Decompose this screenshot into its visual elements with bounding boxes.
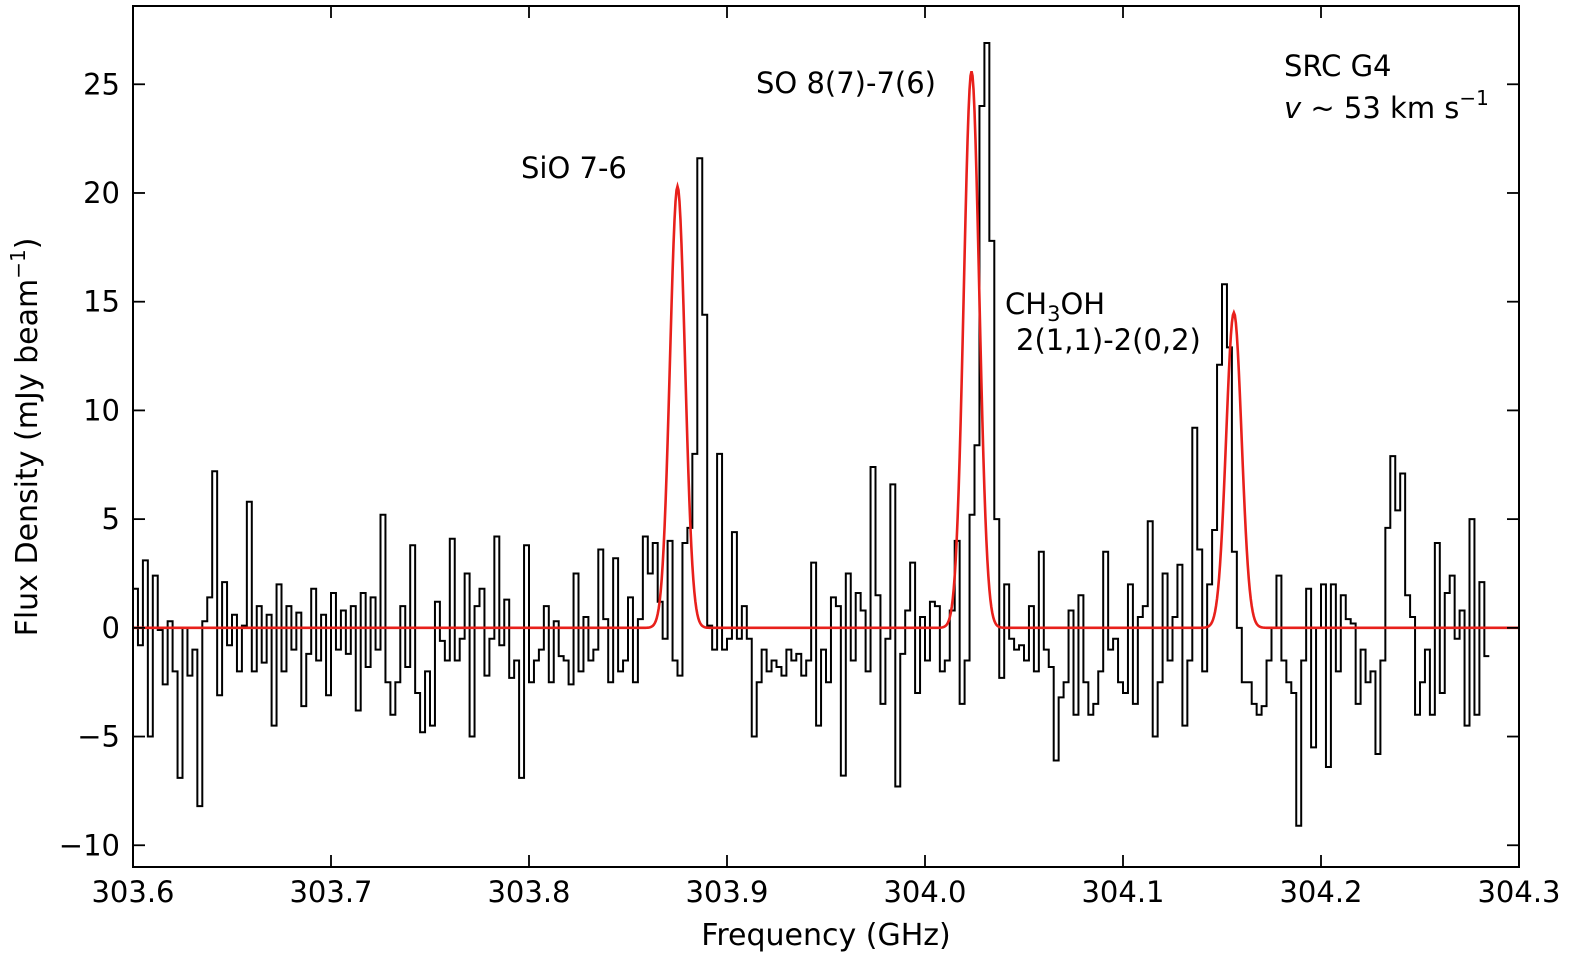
x-tick-label: 304.2	[1279, 875, 1362, 909]
ch3oh-subscript: 3	[1047, 302, 1060, 326]
y-tick-label: 10	[83, 393, 120, 427]
x-tick-label: 303.6	[91, 875, 174, 909]
plot-area	[133, 41, 1519, 827]
y-axis-label-main: Flux Density (mJy beam	[10, 279, 45, 637]
y-tick-label: 20	[83, 176, 120, 210]
plot-frame	[132, 5, 1520, 868]
x-tick-label: 304.3	[1477, 875, 1560, 909]
ch3oh-label-part2: OH	[1060, 287, 1105, 321]
velocity-symbol: v	[1284, 91, 1302, 125]
y-tick-label: 15	[83, 285, 120, 319]
y-tick-label: 5	[102, 502, 120, 536]
x-tick-label: 303.7	[289, 875, 372, 909]
y-tick-label: 25	[83, 67, 120, 101]
gaussian-fit-line	[133, 70, 1519, 630]
y-axis-label: Flux Density (mJy beam−1)	[6, 238, 45, 637]
x-axis-label: Frequency (GHz)	[701, 918, 950, 953]
y-axis-label-superscript: −1	[6, 249, 30, 278]
x-tick-label: 304.0	[883, 875, 966, 909]
velocity-superscript: −1	[1459, 86, 1488, 110]
ch3oh-line-label: CH3OH	[1005, 287, 1105, 326]
y-tick-label: −10	[59, 828, 120, 862]
axis-ticks: 303.6 303.7 303.8 303.9 304.0 304.1 304.2 304.3…	[59, 6, 1561, 909]
ch3oh-transition-label: 2(1,1)-2(0,2)	[1016, 323, 1201, 357]
ch3oh-label-part1: CH	[1005, 287, 1047, 321]
x-tick-label: 303.9	[685, 875, 768, 909]
x-tick-label: 303.8	[487, 875, 570, 909]
x-tick-label: 304.1	[1081, 875, 1164, 909]
velocity-label: v ~ 53 km s−1	[1284, 86, 1489, 125]
y-tick-label: −5	[77, 720, 120, 754]
velocity-text: ~ 53 km s	[1301, 91, 1459, 125]
sio-line-label: SiO 7-6	[521, 151, 627, 185]
spectrum-line	[133, 41, 1490, 827]
y-tick-label: 0	[102, 611, 120, 645]
so-line-label: SO 8(7)-7(6)	[756, 66, 936, 100]
y-axis-label-close: )	[10, 238, 45, 250]
source-label: SRC G4	[1284, 49, 1392, 83]
